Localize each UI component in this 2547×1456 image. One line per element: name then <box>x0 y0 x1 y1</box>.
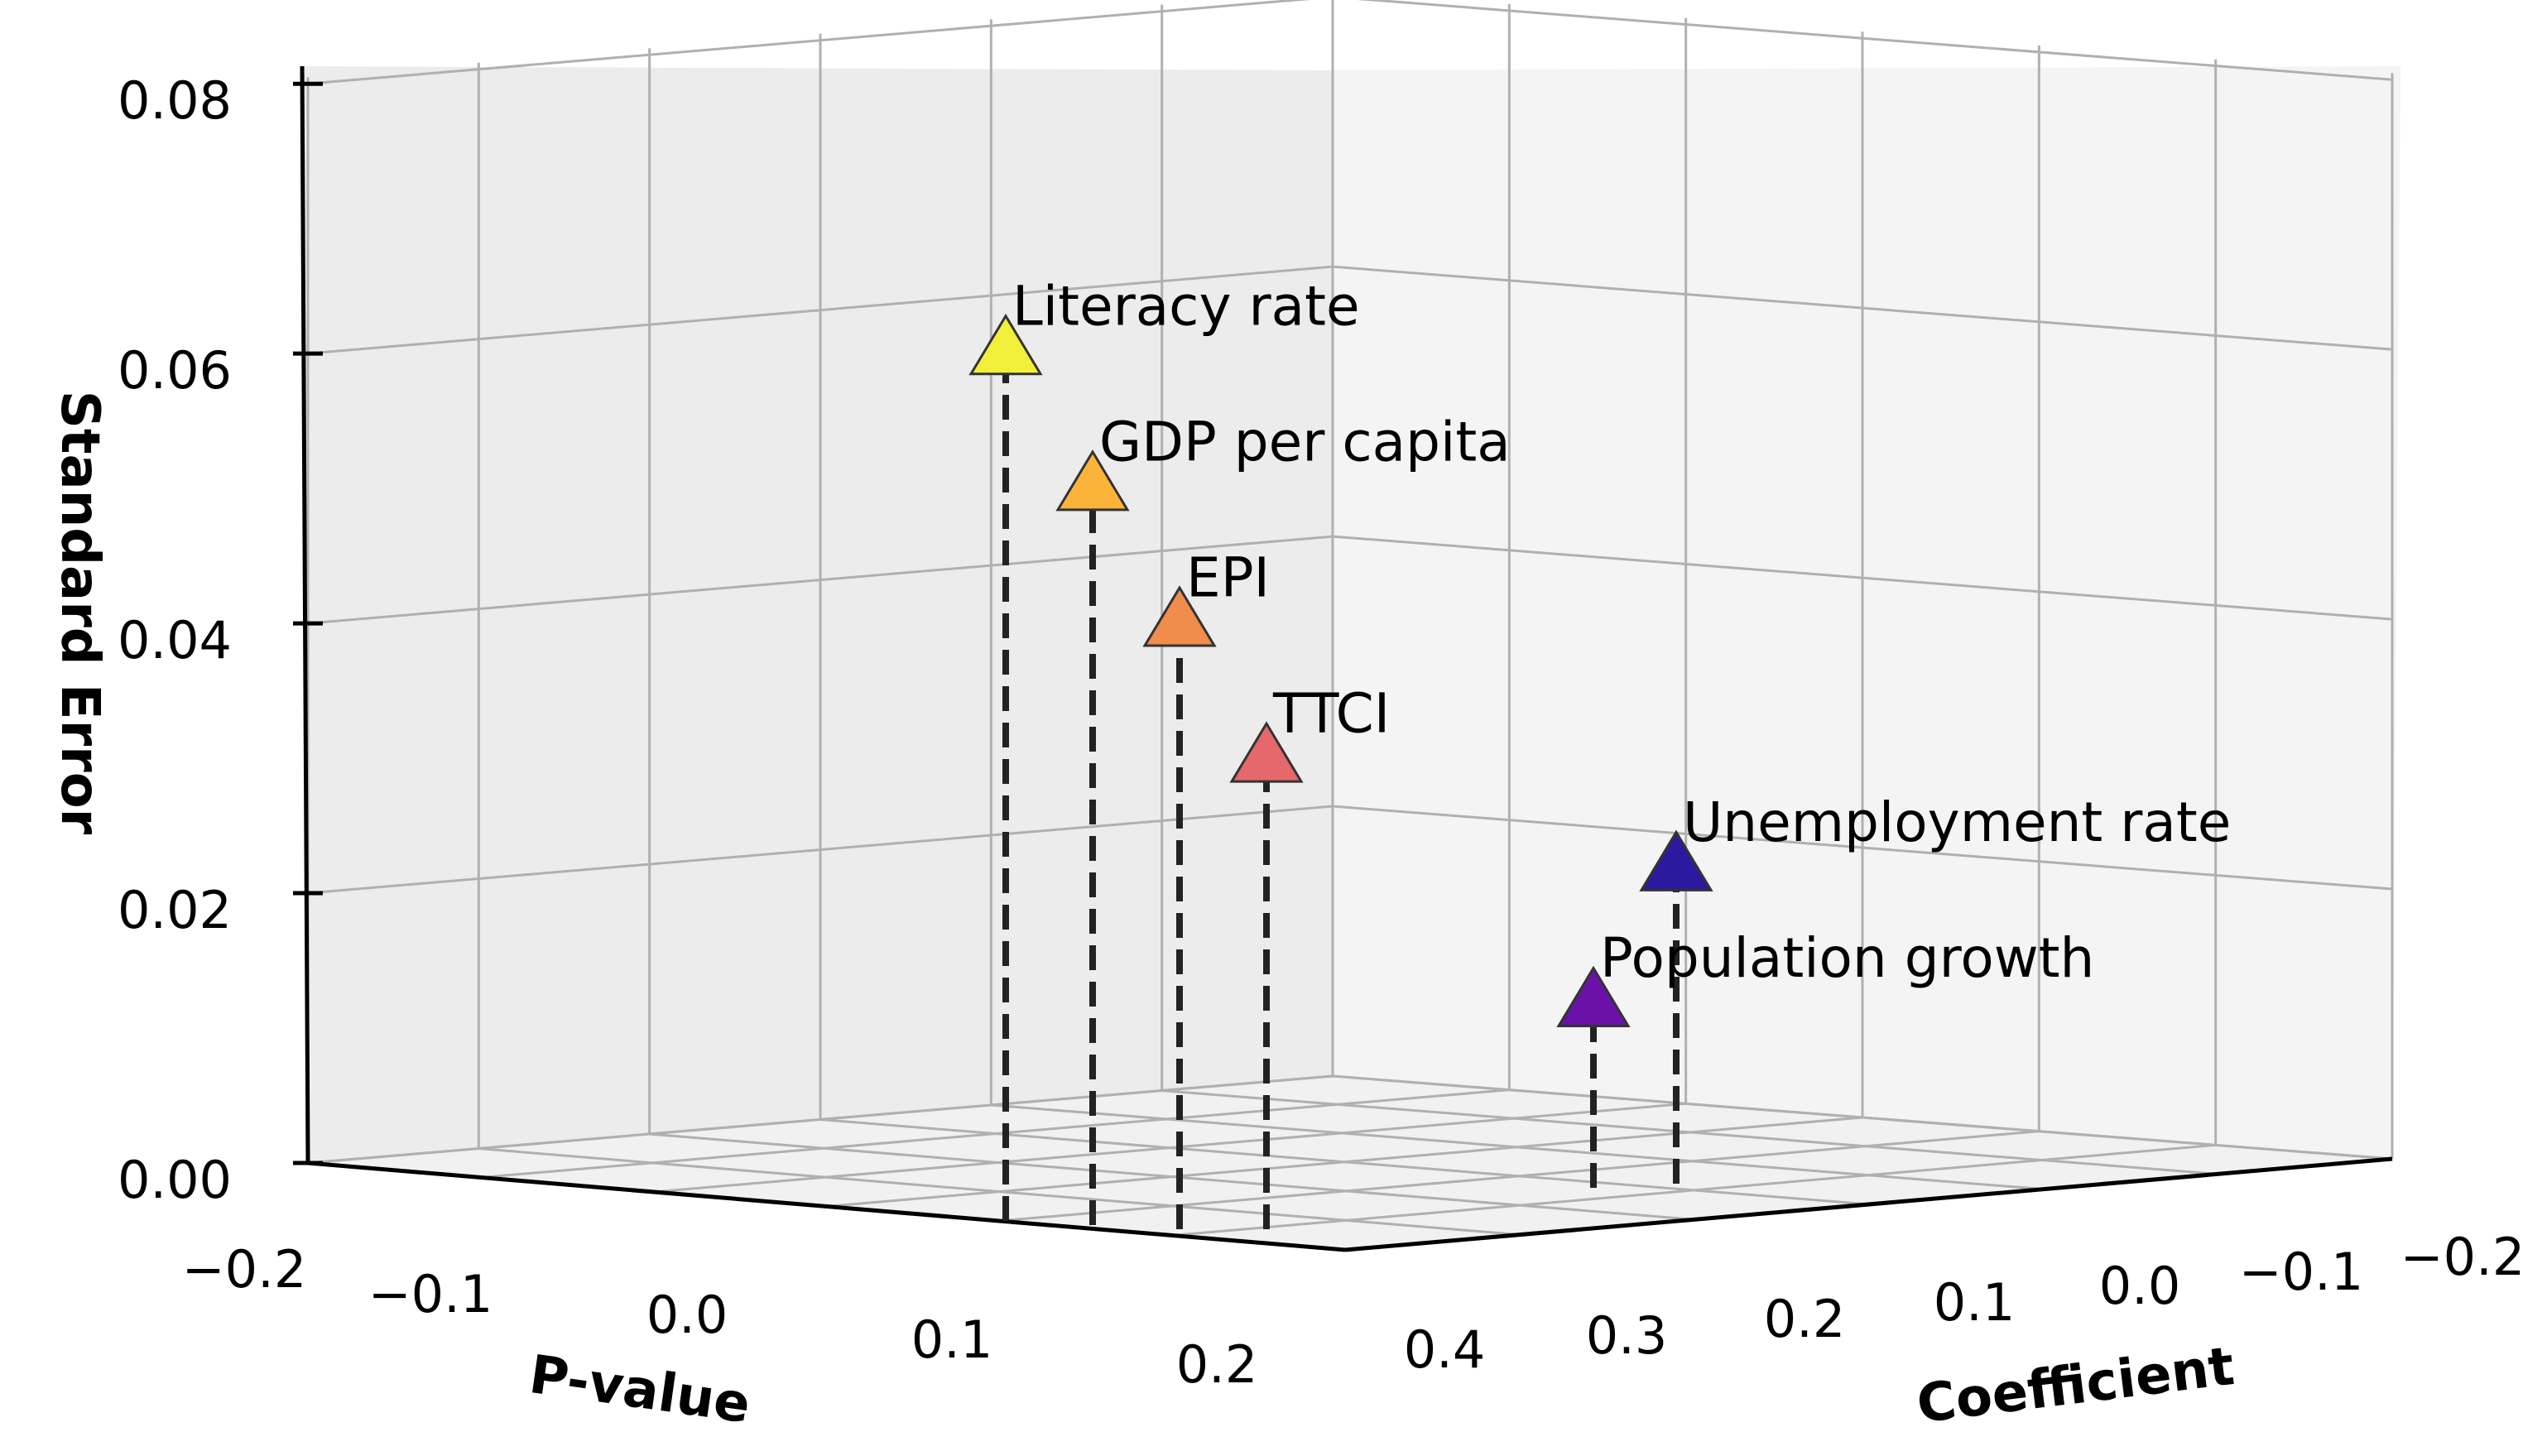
chart-axes <box>300 65 2393 1252</box>
x-tick-label: −0.2 <box>182 1239 307 1300</box>
y-tick-label: −0.2 <box>2400 1227 2525 1287</box>
floor-gridline <box>1161 1089 2218 1175</box>
y-tick-label: 0.2 <box>1764 1289 1846 1349</box>
z-tick-label: 0.00 <box>118 1150 232 1210</box>
y-tick-label: 0.3 <box>1586 1305 1668 1366</box>
x-tick-label: −0.1 <box>368 1264 493 1324</box>
data-point-marker <box>1639 829 1713 891</box>
data-point-marker <box>968 313 1043 376</box>
x-tick-label: 0.1 <box>911 1309 993 1370</box>
z-axis-label: Standard Error <box>49 391 110 835</box>
y-tick-label: 0.1 <box>1934 1272 2016 1333</box>
z-axis-ticks: 0.00 0.02 0.04 0.06 0.08 <box>118 70 323 1210</box>
y-tick-label: −0.1 <box>2239 1242 2364 1302</box>
x-axis-ticks: −0.2 −0.1 0.0 0.1 0.2 <box>182 1239 1258 1395</box>
x-axis-line <box>307 1160 1346 1252</box>
x-tick-label: 0.0 <box>646 1285 728 1345</box>
floor-gridline <box>1332 1074 2393 1160</box>
data-point-marker <box>1142 585 1217 647</box>
y-axis-ticks: 0.4 0.3 0.2 0.1 0.0 −0.1 −0.2 <box>1404 1227 2525 1380</box>
data-point-label: TTCI <box>1272 682 1390 746</box>
z-axis-line <box>300 65 310 1164</box>
data-point-label: Population growth <box>1600 926 2094 990</box>
data-point-label: Literacy rate <box>1012 274 1360 338</box>
z-tick-label: 0.04 <box>118 610 232 670</box>
y-tick-label: 0.0 <box>2099 1256 2181 1316</box>
z-tick-label: 0.08 <box>118 70 232 131</box>
data-point-label: Unemployment rate <box>1683 790 2231 854</box>
right-back-pane <box>1333 66 2400 1159</box>
y-tick-label: 0.4 <box>1404 1319 1486 1380</box>
data-point-label: EPI <box>1186 546 1270 610</box>
z-tick-label: 0.02 <box>118 880 232 940</box>
data-stems <box>1002 372 1680 1229</box>
data-point-marker <box>1055 449 1130 512</box>
data-point-label: GDP per capita <box>1099 410 1511 473</box>
y-axis-line <box>1344 1156 2393 1252</box>
data-markers <box>968 313 1713 1028</box>
x-tick-label: 0.2 <box>1176 1334 1258 1395</box>
chart-panes <box>302 66 2400 1250</box>
x-axis-label: P-value <box>526 1344 754 1436</box>
left-back-pane <box>302 66 1333 1163</box>
data-point-marker <box>1229 721 1304 783</box>
data-labels: Literacy rate GDP per capita EPI TTCI Unempl… <box>1012 274 2231 990</box>
z-tick-label: 0.06 <box>118 340 232 401</box>
y-axis-label: Coefficient <box>1914 1336 2237 1435</box>
data-point-marker <box>1556 965 1631 1028</box>
